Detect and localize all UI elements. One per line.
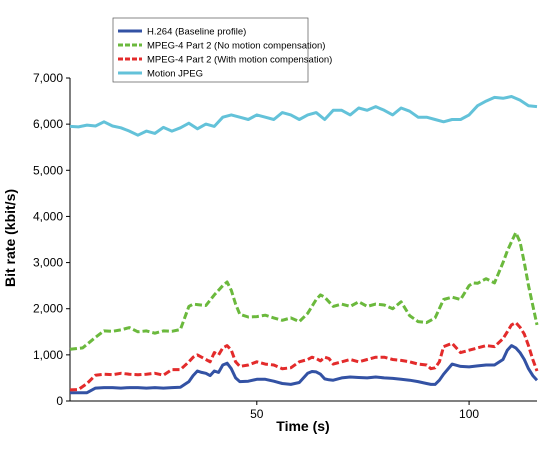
legend-box <box>112 17 309 83</box>
y-ticks: 0 1,000 2,000 3,000 4,000 5,000 6,000 7,000 <box>33 71 70 408</box>
legend-label: H.264 (Baseline profile) <box>147 27 246 38</box>
y-tick-label: 5,000 <box>33 163 63 177</box>
legend-label: MPEG-4 Part 2 (With motion compensation) <box>147 55 332 66</box>
y-axis-label: Bit rate (kbit/s) <box>2 189 18 287</box>
series-line-1 <box>70 344 539 395</box>
legend-label: Motion JPEG <box>147 69 203 80</box>
legend: H.264 (Baseline profile) MPEG-4 Part 2 (N… <box>112 17 332 83</box>
series-line-3 <box>69 321 539 392</box>
x-ticks: 50 100 <box>250 401 479 421</box>
y-tick-label: 4,000 <box>33 209 63 223</box>
x-axis-label: Time (s) <box>276 418 329 434</box>
series-lines <box>69 95 539 395</box>
y-tick-label: 3,000 <box>33 256 63 270</box>
legend-label: MPEG-4 Part 2 (No motion compensation) <box>147 41 325 52</box>
y-tick-label: 0 <box>56 394 63 408</box>
y-tick-label: 1,000 <box>33 348 63 362</box>
x-tick-label: 100 <box>459 407 479 421</box>
x-tick-label: 50 <box>250 407 264 421</box>
series-line-4 <box>69 95 538 137</box>
plot-area: 50 100 0 1,000 2,000 3,000 4,000 5,000 6,000 7,0… <box>33 71 539 421</box>
y-tick-label: 6,000 <box>33 117 63 131</box>
series-line-2 <box>69 231 539 351</box>
y-tick-label: 7,000 <box>33 71 63 85</box>
y-tick-label: 2,000 <box>33 302 63 316</box>
